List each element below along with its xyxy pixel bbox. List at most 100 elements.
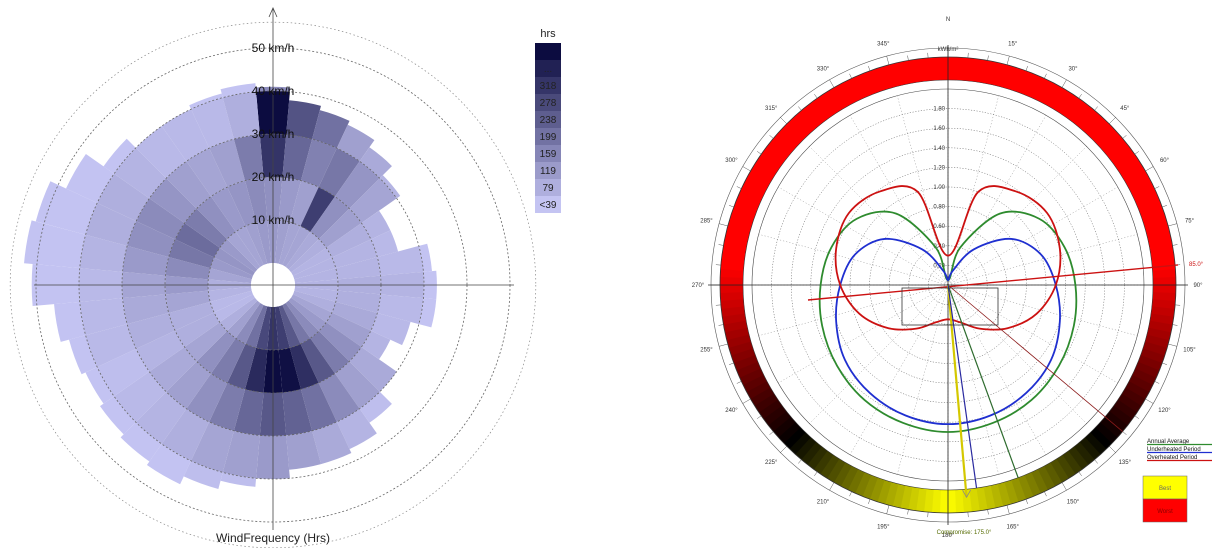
radial-tick-label: 0.60	[933, 224, 945, 230]
angle-spoke	[947, 234, 1138, 286]
orientation-ring-segment	[924, 57, 935, 82]
orientation-ring-segment	[801, 104, 823, 128]
orientation-annotations	[807, 264, 1179, 498]
legend-label: ...	[544, 64, 552, 75]
orientation-ring-segment	[826, 458, 846, 483]
orientation-ring-segment	[1017, 475, 1034, 500]
angle-spoke	[758, 284, 949, 336]
radial-tick-label: 1.60	[933, 126, 945, 132]
orientation-ring-segment	[954, 489, 964, 513]
orientation-ring-segment	[862, 70, 879, 95]
wind-rose-cell	[278, 304, 301, 348]
orientation-ring-segment	[720, 298, 745, 309]
orientation-legend: Annual Average Underheated Period Overheat…	[1147, 439, 1212, 462]
angle-tick	[1145, 166, 1154, 172]
wind-rose-cell	[326, 312, 371, 347]
orientation-ring-segment	[789, 431, 811, 455]
orientation-ring-segment	[778, 421, 801, 444]
angle-spoke	[947, 284, 1118, 384]
angle-spoke	[849, 284, 949, 455]
wind-rose-cell	[318, 322, 362, 362]
wind-rose-cell	[165, 257, 211, 280]
wind-rose-cell	[35, 181, 98, 235]
angle-tick	[907, 509, 909, 515]
radial-tick-label: 1.20	[933, 165, 945, 171]
wind-rose-cell	[120, 422, 162, 462]
orientation-ring-segment	[1043, 462, 1062, 487]
wind-rose-cell	[282, 303, 311, 344]
orientation-ring-segment	[885, 63, 900, 88]
wind-rose-cell	[235, 226, 264, 267]
compromise-arrow-head-icon	[962, 489, 971, 498]
angle-label: 255°	[700, 348, 713, 354]
orientation-ring-segment	[827, 87, 847, 112]
legend-label: 318	[540, 81, 557, 92]
angle-tick	[1172, 324, 1178, 326]
orientation-ring-segment	[1146, 327, 1172, 341]
orientation-ring-segment	[1104, 411, 1128, 433]
wind-rose-cell	[136, 198, 185, 240]
wind-rose-ring-labels: 10 km/h 20 km/h 30 km/h 40 km/h 50 km/h	[252, 41, 295, 227]
angle-spoke	[947, 284, 1047, 455]
wind-rose-cell	[97, 173, 150, 222]
orientation-ring-segment	[884, 481, 899, 507]
radial-tick-label: 0.80	[933, 205, 945, 211]
legend-label: 199	[540, 132, 557, 143]
orientation-ring-segment	[733, 354, 758, 371]
wind-rose-cell	[336, 408, 377, 450]
orientation-ring-segment	[820, 91, 840, 116]
angle-spoke	[778, 186, 949, 286]
orientation-ring-segment	[813, 95, 834, 120]
orientation-ring-segment	[1137, 355, 1163, 372]
orientation-ring-segment	[1024, 472, 1041, 497]
orientation-ring-segment	[968, 488, 980, 512]
orientation-ring-segment	[1085, 115, 1107, 139]
angle-tick	[886, 56, 890, 65]
angle-tick	[1162, 362, 1168, 365]
orientation-ring-segment	[1140, 207, 1166, 223]
wind-ring-label: 20 km/h	[252, 170, 295, 184]
angle-tick	[849, 491, 852, 497]
legend-swatch	[535, 196, 561, 213]
orientation-ring-segment	[758, 399, 783, 420]
orientation-ring-segment	[1125, 381, 1150, 400]
wind-rose-cell	[161, 109, 210, 162]
orientation-ring-segment	[767, 410, 791, 432]
orientation-ring-segment	[720, 291, 744, 301]
orientation-ring-segment	[1148, 320, 1173, 334]
orientation-angle-labels: 15° 30° 45° 60° 75° 90° 105° 120° 135° 150° 165° 18…	[692, 42, 1203, 539]
legend-label: <39	[540, 200, 557, 211]
wind-rose-cell	[168, 301, 215, 331]
wind-rose-cell	[211, 338, 246, 383]
orientation-ring-segment	[1152, 292, 1176, 302]
orientation-ring-segment	[899, 485, 913, 510]
wind-rose-cell	[278, 347, 301, 393]
orientation-ring-segment	[1003, 479, 1019, 505]
angle-tick	[728, 362, 734, 365]
wind-rose-cell	[220, 472, 257, 487]
orientation-ring-segment	[989, 483, 1004, 509]
wind-rose-cell	[370, 230, 399, 258]
wind-rose-cell	[168, 239, 215, 269]
angle-label: 30°	[1068, 66, 1078, 72]
orientation-ring-segment	[907, 486, 920, 511]
wind-rose-cell	[227, 180, 257, 227]
wind-rose-cell	[183, 460, 223, 490]
wind-rose-cell	[186, 148, 228, 197]
orientation-ring-segment	[754, 393, 779, 413]
wind-rose-cell	[318, 208, 362, 248]
orientation-ring-segment	[813, 450, 834, 475]
wind-rose-cell	[196, 196, 236, 240]
legend-swatch	[535, 77, 561, 94]
orientation-ring-segment	[750, 386, 775, 406]
angle-label: 330°	[817, 66, 830, 72]
wind-rose-cell	[294, 268, 338, 284]
series-legend-label: Annual Average	[1147, 439, 1190, 445]
angle-tick	[1154, 186, 1160, 189]
wind-rose-cell	[379, 175, 401, 199]
angle-spoke	[897, 284, 949, 475]
legend-box	[1142, 498, 1188, 523]
orientation-ring-segment	[833, 462, 852, 487]
orientation-ring-segment	[730, 347, 756, 363]
wind-rose-sectors	[24, 83, 437, 490]
